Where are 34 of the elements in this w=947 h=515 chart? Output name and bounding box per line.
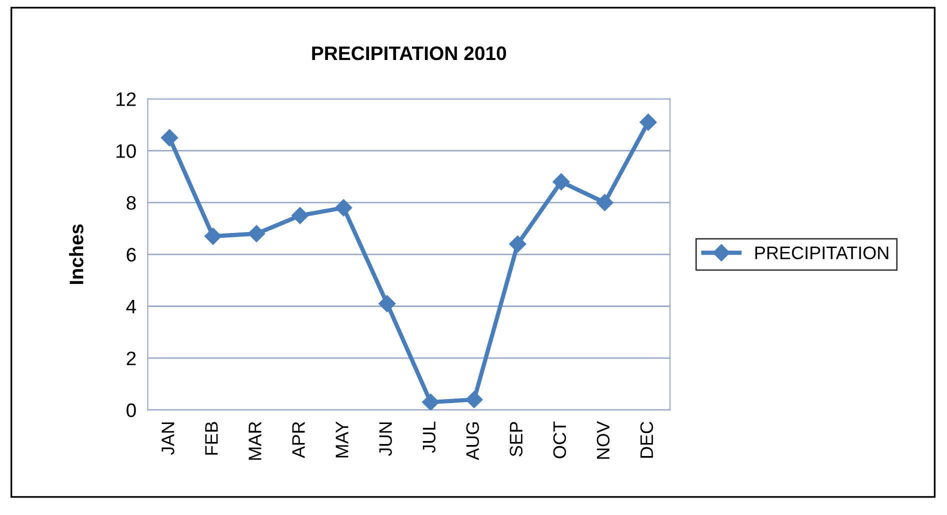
point [160, 129, 178, 146]
x-tick-label: OCT [553, 421, 566, 458]
point [552, 173, 570, 190]
point [248, 225, 266, 242]
point [292, 206, 309, 224]
x-tick-label: MAR [248, 422, 262, 460]
point [640, 114, 657, 131]
y-tick-label: 6 [126, 248, 136, 262]
point [509, 235, 526, 253]
y-axis-title: Inches [69, 224, 84, 284]
x-tick-label: JUN [379, 422, 392, 456]
point [204, 228, 222, 245]
point [335, 199, 352, 216]
x-tick-label: APR [292, 422, 305, 458]
point [466, 391, 483, 408]
chart-title: PRECIPITATION 2010 [312, 46, 506, 60]
point [422, 394, 440, 410]
legend-label: PRECIPITATION [755, 246, 888, 260]
y-tick-label: 0 [126, 403, 136, 418]
x-tick-label: FEB [205, 422, 218, 455]
x-tick-label: DEC [640, 422, 654, 458]
x-tick-label: AUG [466, 422, 479, 460]
x-tick-label: NOV [596, 421, 610, 459]
x-tick-label: MAY [336, 421, 348, 458]
y-tick-label: 12 [116, 92, 136, 106]
y-tick-label: 2 [126, 352, 136, 366]
y-tick-label: 10 [116, 144, 136, 158]
y-tick-label: 4 [126, 300, 136, 314]
x-tick-label: JUL [422, 422, 436, 453]
point [378, 295, 396, 312]
point [596, 194, 614, 212]
x-tick-label: JAN [162, 422, 174, 455]
x-tick-label: SEP [510, 422, 523, 456]
y-tick-label: 8 [126, 196, 136, 210]
